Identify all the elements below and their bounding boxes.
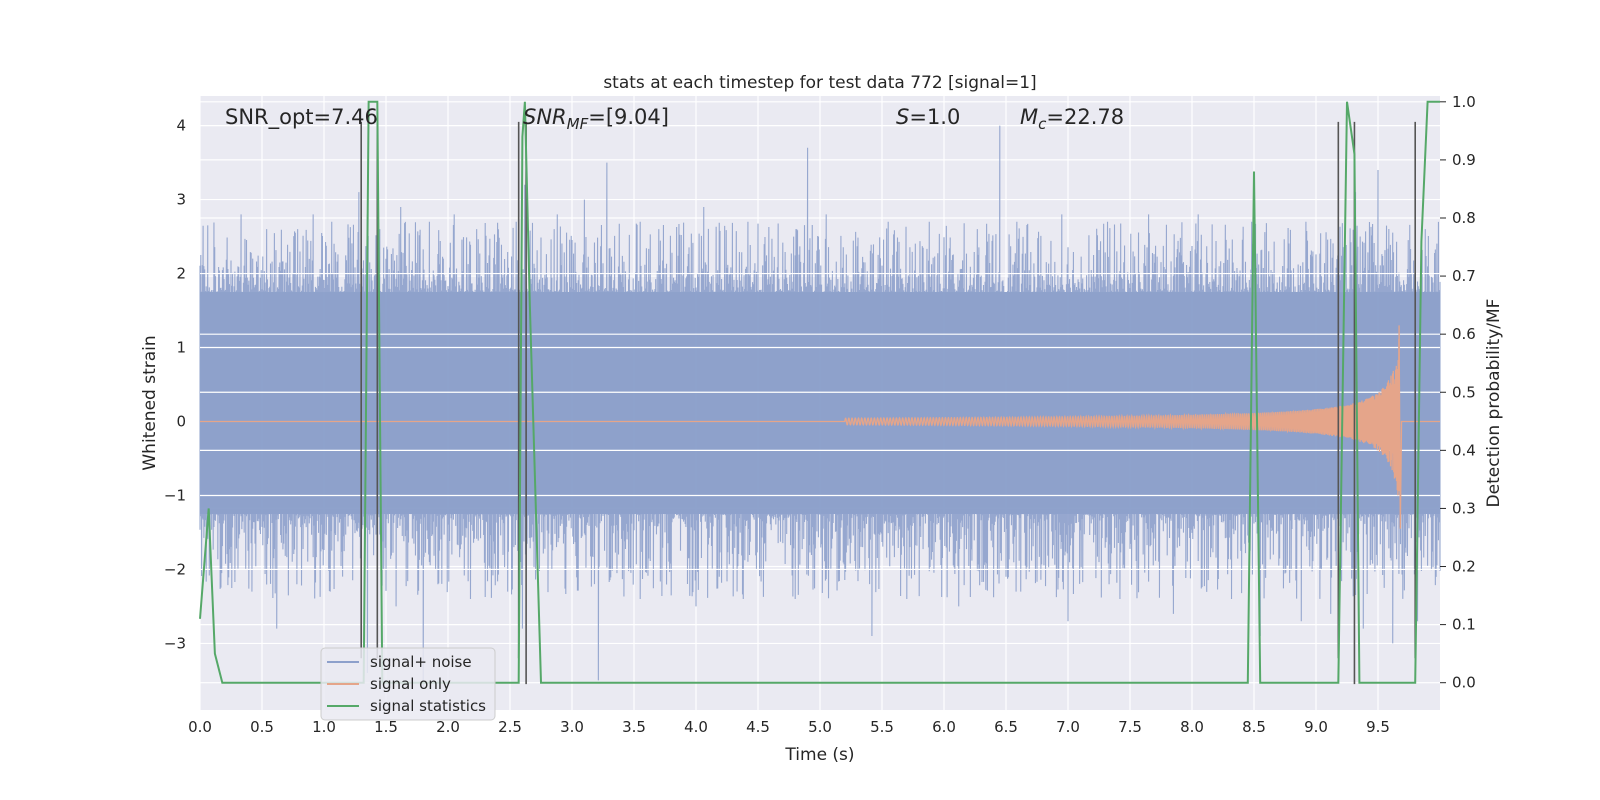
y-tick-label: 0 <box>176 412 186 430</box>
right-tick-label: 0.3 <box>1452 499 1476 517</box>
legend: signal+ noise signal only signal statist… <box>320 647 496 721</box>
x-tick-label: 6.5 <box>994 718 1018 736</box>
right-tick-label: 0.9 <box>1452 151 1476 169</box>
right-tick-label: 1.0 <box>1452 93 1476 111</box>
y-tick-label: 3 <box>176 191 186 209</box>
x-tick-label: 8.0 <box>1180 718 1204 736</box>
x-tick-label: 1.0 <box>312 718 336 736</box>
y-tick-label: −3 <box>164 634 186 652</box>
right-axis-ticks: 0.0 0.1 0.2 0.3 0.4 0.5 0.6 0.7 0.8 0.9 1.0 <box>1440 93 1476 692</box>
x-tick-label: 9.0 <box>1304 718 1328 736</box>
x-tick-label: 5.5 <box>870 718 894 736</box>
x-tick-label: 9.5 <box>1366 718 1390 736</box>
x-tick-label: 0.0 <box>188 718 212 736</box>
snr-mf-annotation: SNRMF=[9.04] <box>523 105 669 133</box>
right-tick-label: 0.0 <box>1452 674 1476 692</box>
right-axis-label: Detection probability/MF <box>1484 299 1504 508</box>
x-tick-label: 7.0 <box>1056 718 1080 736</box>
x-tick-label: 6.0 <box>932 718 956 736</box>
right-tick-label: 0.5 <box>1452 383 1476 401</box>
x-tick-label: 4.5 <box>746 718 770 736</box>
x-axis-label: Time (s) <box>784 745 854 765</box>
legend-label-signal-only: signal only <box>370 675 451 693</box>
y-tick-label: 1 <box>176 339 186 357</box>
y-tick-label: −2 <box>164 560 186 578</box>
signal-only-series <box>200 325 1441 529</box>
plot-area <box>199 100 1441 688</box>
y-axis-ticks: −3 −2 −1 0 1 2 3 4 <box>164 117 186 653</box>
right-tick-label: 0.1 <box>1452 616 1476 634</box>
x-axis-ticks: 0.0 0.5 1.0 1.5 2.0 2.5 3.0 3.5 4.0 4.5 5.0 5.5 6.0 6… <box>188 718 1390 736</box>
right-tick-label: 0.4 <box>1452 441 1476 459</box>
x-tick-label: 2.0 <box>436 718 460 736</box>
x-tick-label: 3.0 <box>560 718 584 736</box>
x-tick-label: 0.5 <box>250 718 274 736</box>
s-annotation: S=1.0 <box>896 105 960 129</box>
right-tick-label: 0.7 <box>1452 267 1476 285</box>
chart-title: stats at each timestep for test data 772… <box>603 73 1036 93</box>
x-tick-label: 8.5 <box>1242 718 1266 736</box>
right-tick-label: 0.6 <box>1452 325 1476 343</box>
x-tick-label: 2.5 <box>498 718 522 736</box>
x-tick-label: 3.5 <box>622 718 646 736</box>
x-tick-label: 7.5 <box>1118 718 1142 736</box>
x-tick-label: 1.5 <box>374 718 398 736</box>
legend-box <box>320 647 496 721</box>
mc-annotation: Mc=22.78 <box>1020 105 1124 133</box>
y-tick-label: −1 <box>164 486 186 504</box>
y-tick-label: 4 <box>176 117 186 135</box>
legend-label-signal-statistics: signal statistics <box>370 697 486 715</box>
x-tick-label: 4.0 <box>684 718 708 736</box>
y-tick-label: 2 <box>176 265 186 283</box>
legend-label-signal-noise: signal+ noise <box>370 653 472 671</box>
right-tick-label: 0.8 <box>1452 209 1476 227</box>
x-tick-label: 5.0 <box>808 718 832 736</box>
y-axis-label: Whitened strain <box>140 335 160 470</box>
signal-noise-band <box>200 292 1440 514</box>
snr-opt-annotation: SNR_opt=7.46 <box>225 105 378 130</box>
right-tick-label: 0.2 <box>1452 558 1476 576</box>
